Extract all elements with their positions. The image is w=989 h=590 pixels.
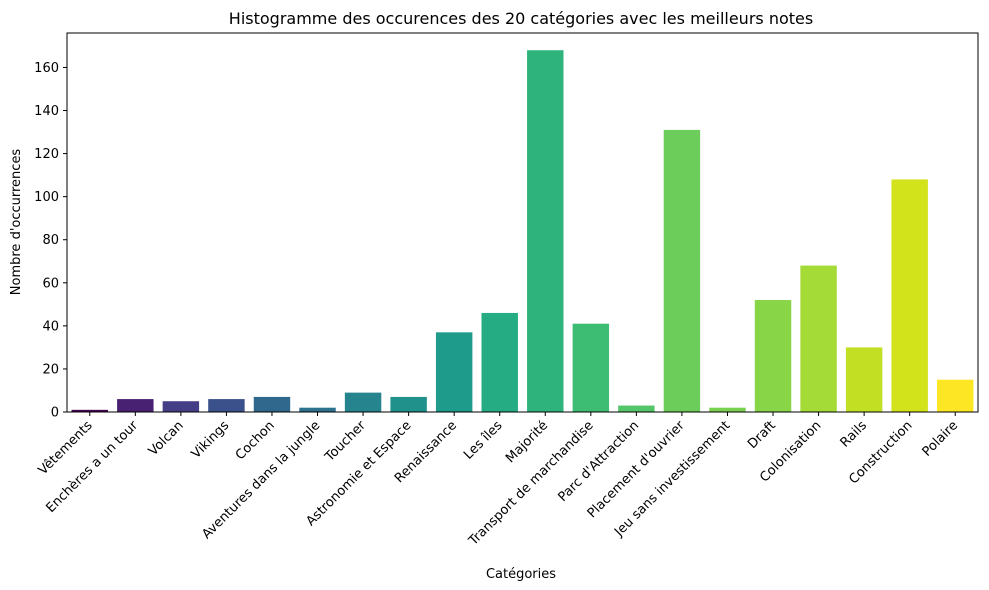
bar: [937, 379, 974, 412]
bar: [891, 179, 928, 412]
bar: [481, 312, 518, 412]
bar: [527, 50, 564, 413]
bar: [71, 409, 108, 412]
y-tick-label: 20: [42, 362, 59, 377]
x-axis-label: Catégories: [486, 567, 556, 582]
bar: [800, 265, 837, 412]
bar: [709, 407, 746, 412]
y-tick-label: 140: [34, 104, 59, 119]
bar: [618, 405, 655, 412]
bars-group: [71, 50, 974, 413]
bar: [390, 396, 427, 412]
bar: [253, 396, 291, 412]
y-tick-label: 60: [42, 276, 59, 291]
y-axis: 0 20 40 60 80 100 120 140 160: [34, 61, 67, 421]
chart-title: Histogramme des occurences des 20 catégo…: [229, 9, 813, 28]
y-tick-label: 100: [34, 190, 59, 205]
y-tick-label: 80: [42, 233, 59, 248]
bar: [663, 129, 701, 412]
y-axis-label: Nombre d'occurrences: [9, 149, 24, 296]
y-tick-label: 0: [51, 406, 59, 421]
bar: [845, 347, 883, 412]
bar: [162, 401, 200, 412]
y-tick-label: 40: [42, 319, 59, 334]
y-tick-label: 120: [34, 147, 59, 162]
y-tick-label: 160: [34, 61, 59, 76]
plot-frame: [66, 32, 979, 413]
bar: [208, 399, 245, 412]
bar: [754, 300, 792, 412]
bar: [344, 392, 382, 412]
bar: [435, 332, 473, 412]
bar: [572, 323, 610, 412]
bar: [117, 399, 154, 412]
bar: [299, 407, 336, 412]
